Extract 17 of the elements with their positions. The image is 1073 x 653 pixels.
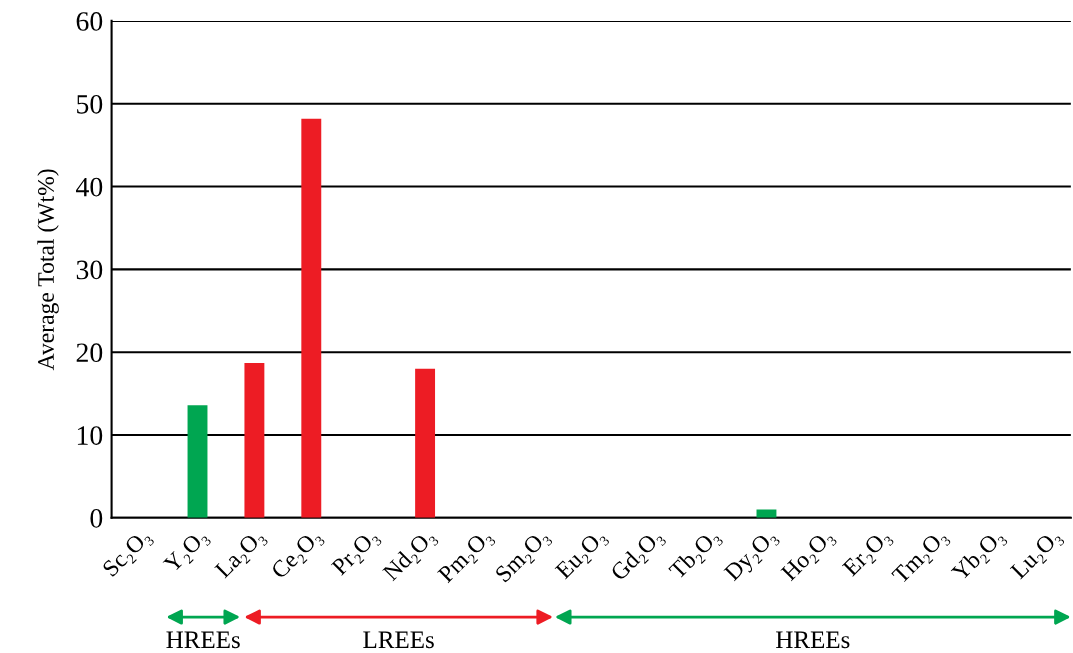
y-tick-label: 60	[76, 12, 103, 31]
bar	[244, 362, 265, 518]
x-tick-label: Pr₂O₃	[330, 527, 383, 580]
y-tick-label: 40	[76, 177, 103, 197]
y-tick-label: 0	[90, 508, 103, 528]
bar	[301, 118, 322, 518]
text: HREEs	[166, 631, 240, 649]
text: LREEs	[363, 631, 434, 649]
bar	[415, 368, 436, 518]
y-tick-label: 10	[77, 426, 103, 445]
y-axis-title: Average Total (Wt%)	[37, 169, 59, 371]
y-tick-label: 20	[76, 343, 103, 363]
bar	[187, 405, 208, 518]
y-tick-label: 50	[77, 94, 103, 114]
y-tick-label: 30	[76, 260, 103, 280]
x-tick-label: Y₂O₃	[162, 527, 212, 577]
text: HREEs	[776, 631, 850, 649]
